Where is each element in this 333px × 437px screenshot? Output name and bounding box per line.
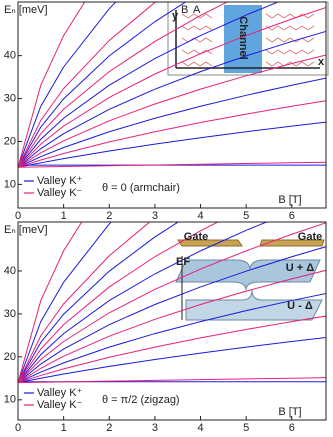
level-curve <box>18 222 112 383</box>
plot-area <box>18 2 326 168</box>
level-curve <box>18 121 326 168</box>
level-curve <box>18 2 187 168</box>
x-tick-label: 6 <box>289 422 295 434</box>
x-tick-label: 2 <box>106 422 112 434</box>
level-curve <box>18 2 229 168</box>
level-curve <box>18 100 326 168</box>
level-curve <box>18 222 151 383</box>
inset-label: x <box>318 56 325 68</box>
y-axis-label: Eₙ [meV] <box>4 224 48 236</box>
level-curve <box>18 222 268 383</box>
level-curve <box>18 315 326 384</box>
level-curve <box>18 222 83 383</box>
inset-label: Gate <box>184 231 208 243</box>
x-axis-label: B [T] <box>278 194 301 206</box>
level-curve <box>18 77 326 168</box>
legend-label: Valley K⁺ <box>37 387 83 399</box>
x-tick-label: 4 <box>197 210 203 222</box>
y-tick-label: 40 <box>4 50 16 62</box>
x-tick-label: 2 <box>106 210 112 222</box>
x-tick-label: 3 <box>152 422 158 434</box>
inset-label: A <box>193 4 201 16</box>
level-curve <box>18 30 326 168</box>
x-tick-label: 1 <box>61 210 67 222</box>
y-tick-label: 30 <box>4 92 16 104</box>
level-curve <box>18 269 326 384</box>
y-tick-label: 40 <box>4 265 16 277</box>
x-tick-label: 5 <box>243 210 249 222</box>
inset-label: y <box>172 10 179 22</box>
x-tick-label: 6 <box>289 210 295 222</box>
inset-label: B <box>181 4 188 16</box>
x-tick-label: 5 <box>243 422 249 434</box>
level-curve <box>18 222 219 383</box>
x-tick-label: 3 <box>152 210 158 222</box>
plot-frame <box>17 221 327 421</box>
inset-label: U - Δ <box>287 300 313 312</box>
annotation: θ = 0 (armchair) <box>102 182 180 194</box>
level-curve <box>18 246 326 384</box>
y-axis-label: Eₙ [meV] <box>4 4 48 16</box>
legend-label: Valley K⁻ <box>37 399 83 411</box>
level-curve <box>18 2 117 168</box>
x-tick-label: 1 <box>61 422 67 434</box>
level-curve <box>18 222 180 383</box>
inset-label: EF <box>176 256 190 268</box>
inset-label: U + Δ <box>286 262 314 274</box>
y-tick-label: 20 <box>4 351 16 363</box>
annotation: θ = π/2 (zigzag) <box>102 394 180 406</box>
y-tick-label: 20 <box>4 135 16 147</box>
x-tick-label: 4 <box>197 422 203 434</box>
level-curve <box>18 336 326 384</box>
plot-area <box>18 222 326 384</box>
x-axis-label: B [T] <box>278 406 301 418</box>
y-tick-label: 10 <box>4 178 16 190</box>
level-curve <box>18 377 326 384</box>
legend-label: Valley K⁺ <box>37 175 83 187</box>
level-curve <box>18 292 326 384</box>
x-tick-label: 0 <box>15 210 21 222</box>
legend-label: Valley K⁻ <box>37 187 83 199</box>
level-curve <box>18 2 86 168</box>
inset-label: Gate <box>298 231 322 243</box>
level-curve <box>18 54 326 168</box>
y-tick-label: 10 <box>4 394 16 406</box>
level-curve <box>18 2 280 168</box>
x-tick-label: 0 <box>15 422 21 434</box>
level-curve <box>18 6 326 168</box>
inset-label: Channel <box>237 16 249 59</box>
plot-frame <box>17 1 327 209</box>
inset-gate <box>172 235 328 325</box>
level-curve <box>18 222 326 383</box>
y-tick-label: 30 <box>4 308 16 320</box>
level-curve <box>18 161 326 168</box>
